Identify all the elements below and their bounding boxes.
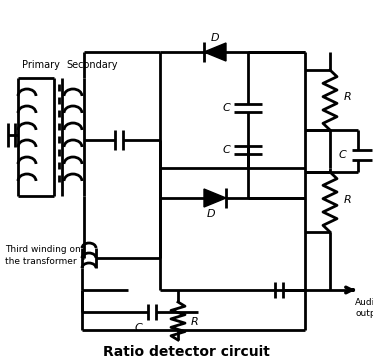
Text: R: R <box>191 317 199 327</box>
Text: R: R <box>344 92 352 102</box>
Text: the transformer: the transformer <box>5 256 76 266</box>
Text: C: C <box>134 323 142 333</box>
Text: C: C <box>222 145 230 155</box>
Polygon shape <box>204 43 226 61</box>
Text: Secondary: Secondary <box>66 60 117 70</box>
Polygon shape <box>204 189 226 207</box>
Text: D: D <box>211 33 219 43</box>
Text: C: C <box>338 150 346 160</box>
Text: Ratio detector circuit: Ratio detector circuit <box>103 345 269 359</box>
Text: Primary: Primary <box>22 60 60 70</box>
Text: Audio
output: Audio output <box>355 298 373 318</box>
Text: Third winding on: Third winding on <box>5 246 81 255</box>
Text: C: C <box>222 103 230 113</box>
Text: R: R <box>344 195 352 205</box>
Text: D: D <box>207 209 215 219</box>
